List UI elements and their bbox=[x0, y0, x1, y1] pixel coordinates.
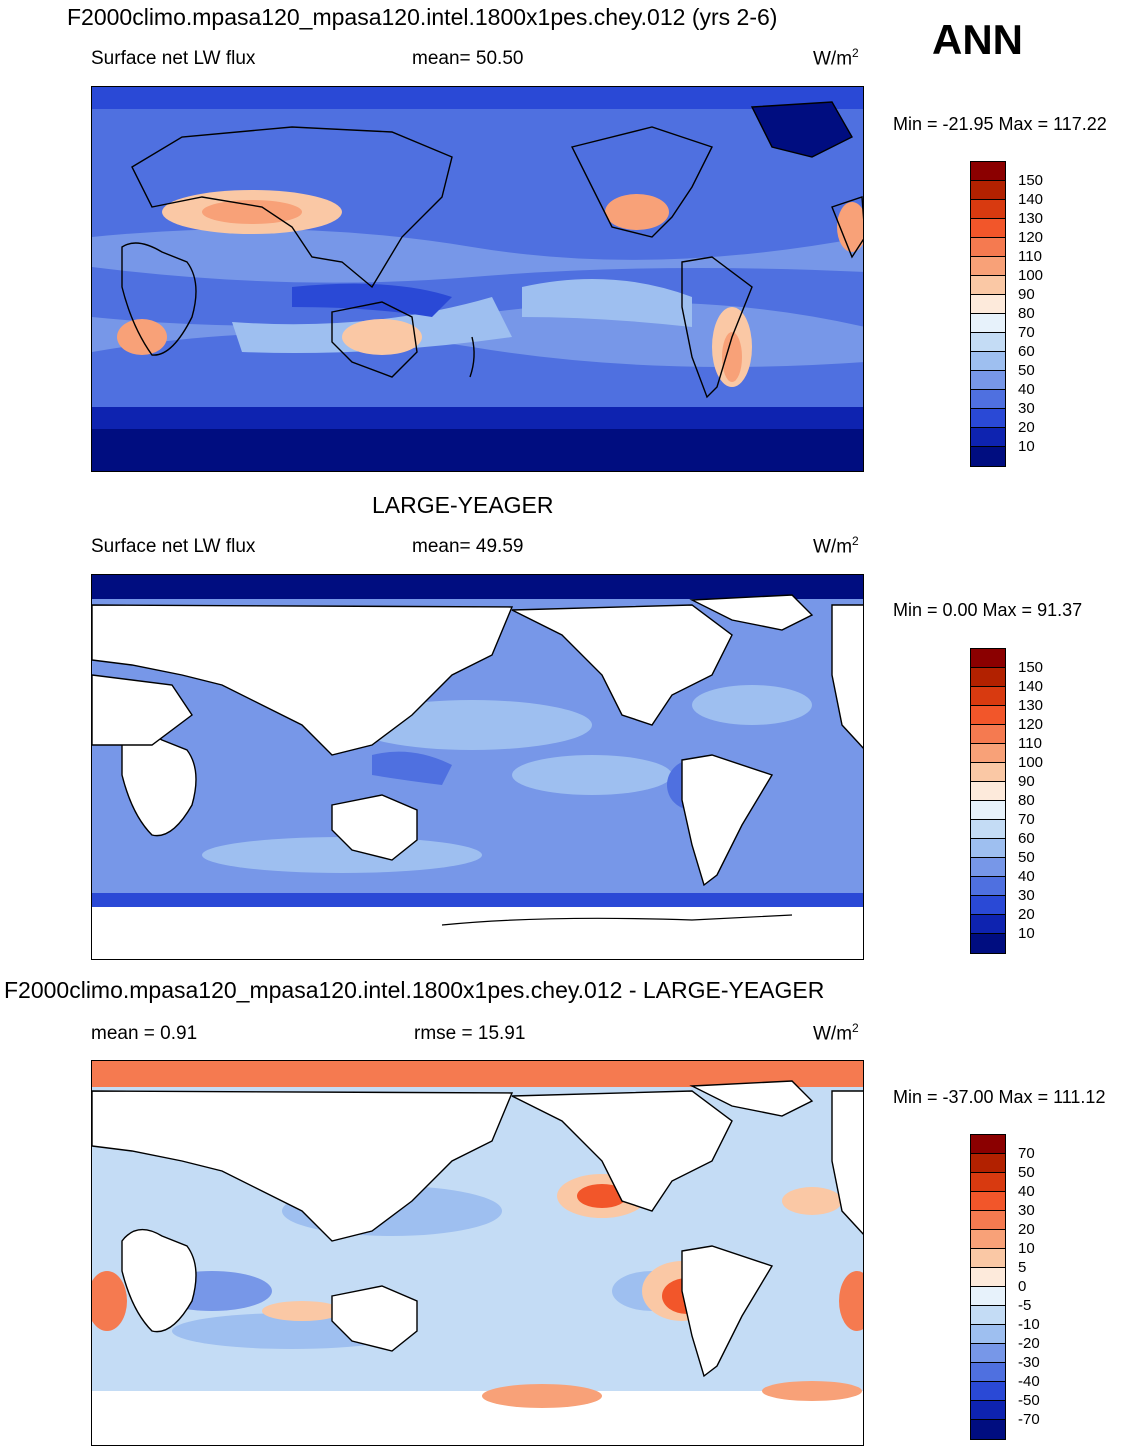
colorbar-tick: 110 bbox=[1018, 248, 1042, 265]
colorbar-tick: 10 bbox=[1018, 1240, 1035, 1257]
panel2-map bbox=[91, 574, 864, 960]
colorbar-tick: 150 bbox=[1018, 659, 1044, 676]
colorbar-tick: 30 bbox=[1018, 887, 1035, 904]
colorbar-tick: 70 bbox=[1018, 324, 1035, 341]
season-label: ANN bbox=[932, 16, 1023, 63]
colorbar-tick: 100 bbox=[1018, 267, 1044, 284]
colorbar-tick: 60 bbox=[1018, 343, 1035, 360]
panel3-colorbar bbox=[970, 1134, 1006, 1440]
panel1-units-label: W/m2 bbox=[813, 46, 859, 70]
colorbar-tick: 90 bbox=[1018, 773, 1035, 790]
colorbar-tick: 120 bbox=[1018, 229, 1044, 246]
colorbar-tick: 50 bbox=[1018, 1164, 1035, 1181]
panel1-minmax: Min = -21.95 Max = 117.22 bbox=[893, 114, 1107, 134]
colorbar-tick: 50 bbox=[1018, 362, 1035, 379]
colorbar-tick: -70 bbox=[1018, 1411, 1040, 1428]
colorbar-tick: 20 bbox=[1018, 1221, 1035, 1238]
panel3-minmax: Min = -37.00 Max = 111.12 bbox=[893, 1087, 1106, 1107]
panel2-title: LARGE-YEAGER bbox=[372, 492, 554, 518]
colorbar-tick: -20 bbox=[1018, 1335, 1040, 1352]
colorbar-tick: -40 bbox=[1018, 1373, 1040, 1390]
colorbar-tick: 70 bbox=[1018, 1145, 1035, 1162]
panel1-map bbox=[91, 86, 864, 472]
colorbar-tick: 10 bbox=[1018, 925, 1035, 942]
panel1-title: F2000climo.mpasa120_mpasa120.intel.1800x… bbox=[67, 4, 778, 30]
colorbar-tick: 30 bbox=[1018, 1202, 1035, 1219]
colorbar-tick: 150 bbox=[1018, 172, 1044, 189]
colorbar-tick: 5 bbox=[1018, 1259, 1027, 1276]
panel1-variable-label: Surface net LW flux bbox=[91, 48, 256, 69]
colorbar-tick: 140 bbox=[1018, 678, 1044, 695]
panel1-mean-label: mean= 50.50 bbox=[412, 48, 524, 69]
panel2-colorbar bbox=[970, 648, 1006, 954]
panel2-variable-label: Surface net LW flux bbox=[91, 536, 256, 557]
colorbar-tick: 70 bbox=[1018, 811, 1035, 828]
colorbar-tick: 0 bbox=[1018, 1278, 1027, 1295]
colorbar-tick: 40 bbox=[1018, 868, 1035, 885]
colorbar-tick: 80 bbox=[1018, 305, 1035, 322]
colorbar-tick: 130 bbox=[1018, 210, 1044, 227]
colorbar-tick: 20 bbox=[1018, 419, 1035, 436]
panel3-map bbox=[91, 1060, 864, 1446]
panel3-rmse-label: rmse = 15.91 bbox=[414, 1023, 526, 1044]
panel3-title: F2000climo.mpasa120_mpasa120.intel.1800x… bbox=[4, 977, 825, 1003]
colorbar-tick: -30 bbox=[1018, 1354, 1040, 1371]
colorbar-tick: 40 bbox=[1018, 1183, 1035, 1200]
panel2-mean-label: mean= 49.59 bbox=[412, 536, 524, 557]
colorbar-tick: 40 bbox=[1018, 381, 1035, 398]
colorbar-tick: -10 bbox=[1018, 1316, 1040, 1333]
colorbar-tick: 90 bbox=[1018, 286, 1035, 303]
colorbar-tick: -50 bbox=[1018, 1392, 1040, 1409]
panel2-units-label: W/m2 bbox=[813, 534, 859, 558]
colorbar-tick: -5 bbox=[1018, 1297, 1032, 1314]
panel2-minmax: Min = 0.00 Max = 91.37 bbox=[893, 600, 1083, 620]
colorbar-tick: 50 bbox=[1018, 849, 1035, 866]
colorbar-tick: 120 bbox=[1018, 716, 1044, 733]
panel1-colorbar bbox=[970, 161, 1006, 467]
colorbar-tick: 80 bbox=[1018, 792, 1035, 809]
colorbar-tick: 20 bbox=[1018, 906, 1035, 923]
colorbar-tick: 140 bbox=[1018, 191, 1044, 208]
colorbar-tick: 10 bbox=[1018, 438, 1035, 455]
colorbar-tick: 60 bbox=[1018, 830, 1035, 847]
panel3-mean-label: mean = 0.91 bbox=[91, 1023, 198, 1044]
colorbar-tick: 100 bbox=[1018, 754, 1044, 771]
colorbar-tick: 30 bbox=[1018, 400, 1035, 417]
colorbar-tick: 110 bbox=[1018, 735, 1042, 752]
colorbar-tick: 130 bbox=[1018, 697, 1044, 714]
panel3-units-label: W/m2 bbox=[813, 1021, 859, 1045]
